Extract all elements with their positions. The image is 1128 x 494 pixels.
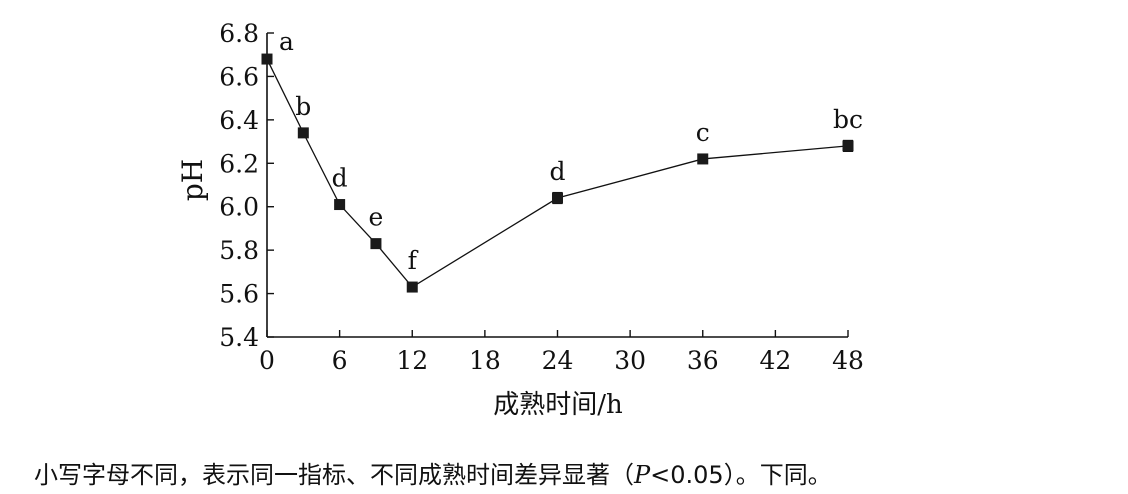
data-point [334, 199, 346, 211]
caption-text-end: <0.05）。下同。 [650, 461, 832, 489]
y-tick-label: 6.0 [219, 193, 259, 222]
significance-label: bc [833, 105, 863, 134]
x-tick-label: 36 [687, 346, 719, 375]
caption-text-start: 小写字母不同，表示同一指标、不同成熟时间差异显著（ [34, 461, 634, 489]
y-tick-label: 6.4 [219, 106, 259, 135]
data-point [370, 238, 382, 250]
data-point [297, 127, 309, 139]
significance-label: d [549, 157, 565, 186]
data-point [552, 192, 563, 204]
significance-label: f [408, 246, 419, 275]
significance-label: b [295, 92, 311, 121]
y-tick-label: 5.4 [219, 323, 259, 352]
x-tick-label: 42 [759, 346, 791, 375]
y-tick-label: 6.6 [219, 62, 259, 91]
x-tick-label: 12 [396, 346, 428, 375]
x-tick-label: 0 [259, 346, 275, 375]
y-tick-label: 5.8 [219, 236, 259, 265]
series-line [266, 58, 849, 288]
x-tick-label: 24 [542, 346, 574, 375]
figure-caption: 小写字母不同，表示同一指标、不同成熟时间差异显著（P<0.05）。下同。 [34, 455, 832, 490]
x-tick-label: 30 [614, 346, 646, 375]
x-axis-label: 成熟时间/h [493, 390, 623, 420]
y-tick-label: 6.2 [219, 149, 259, 178]
y-tick-label: 6.8 [219, 19, 259, 48]
chart: 5.4 5.6 5.8 6.0 6.2 6.4 6.6 6.8 0 6 12 18 24 30 36 42 48… [176, 19, 864, 420]
y-tick-label: 5.6 [219, 280, 259, 309]
data-point [261, 53, 273, 65]
axes: 5.4 5.6 5.8 6.0 6.2 6.4 6.6 6.8 0 6 12 18 24 30 36 42 48 [219, 19, 864, 375]
significance-label: d [332, 164, 348, 193]
y-axis-label: pH [176, 159, 209, 201]
data-point [406, 281, 418, 293]
significance-label: c [696, 118, 710, 147]
significance-label: a [279, 27, 294, 56]
significance-label: e [369, 203, 384, 232]
data-point [697, 153, 709, 165]
data-point [842, 140, 854, 152]
x-tick-label: 18 [469, 346, 501, 375]
caption-p-symbol: P [634, 461, 651, 489]
x-tick-label: 48 [832, 346, 864, 375]
x-tick-label: 6 [332, 346, 348, 375]
